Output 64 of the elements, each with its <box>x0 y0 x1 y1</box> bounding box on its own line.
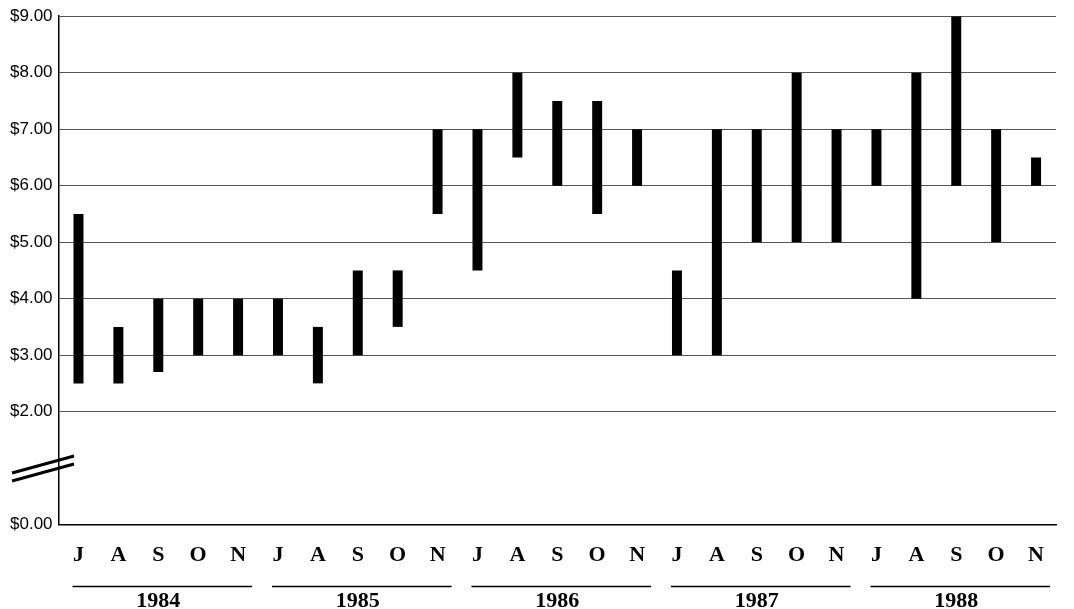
bar <box>791 72 802 243</box>
text: 1984 <box>136 587 181 609</box>
text: 1988 <box>934 587 979 609</box>
y-tick-label: $4.00 <box>9 288 53 308</box>
x-tick-label: O <box>189 541 207 567</box>
x-tick-label: J <box>72 541 84 567</box>
bar <box>991 129 1002 243</box>
x-tick-label: S <box>152 541 165 567</box>
bar <box>273 298 283 356</box>
bar <box>352 270 363 356</box>
text: 1986 <box>535 587 580 609</box>
x-tick-label: A <box>110 541 127 567</box>
x-tick-label: A <box>708 541 725 567</box>
y-tick-label: $3.00 <box>9 344 53 364</box>
bar <box>432 129 443 214</box>
text: 1985 <box>335 587 380 609</box>
y-tick-label: $5.00 <box>9 231 53 251</box>
x-tick-label: S <box>351 541 364 567</box>
y-tick-label: $0.00 <box>9 514 53 534</box>
text: 1987 <box>734 587 779 609</box>
x-tick-label: A <box>908 541 925 567</box>
x-tick-label: J <box>671 541 683 567</box>
bar <box>312 326 323 384</box>
x-tick-label: J <box>870 541 882 567</box>
bar <box>632 129 643 186</box>
x-tick-label: N <box>429 541 446 567</box>
x-tick-label: O <box>389 541 407 567</box>
x-tick-label: N <box>828 541 845 567</box>
y-tick-label: $9.00 <box>9 5 53 25</box>
x-tick-label: S <box>551 541 564 567</box>
bar <box>153 298 164 373</box>
x-tick-label: N <box>1028 541 1045 567</box>
bar <box>73 213 84 384</box>
bar <box>472 129 483 271</box>
x-tick-label: O <box>788 541 806 567</box>
x-tick-label: A <box>509 541 526 567</box>
x-tick-label: S <box>750 541 763 567</box>
bar <box>911 72 922 299</box>
y-tick-label: $2.00 <box>9 401 53 421</box>
x-tick-label: J <box>471 541 483 567</box>
bar <box>193 298 204 356</box>
x-tick-label: O <box>588 541 606 567</box>
bar <box>233 298 244 356</box>
x-tick-label: N <box>629 541 646 567</box>
y-tick-label: $6.00 <box>9 175 53 195</box>
x-tick-label: J <box>272 541 284 567</box>
bar <box>392 270 403 327</box>
bar <box>1031 157 1042 186</box>
bar <box>512 72 523 158</box>
x-tick-label: N <box>230 541 247 567</box>
bar <box>951 16 962 186</box>
x-tick-label: A <box>309 541 326 567</box>
y-tick-label: $7.00 <box>9 118 53 138</box>
bar <box>751 129 762 243</box>
bar <box>831 129 842 243</box>
x-tick-label: S <box>950 541 963 567</box>
y-tick-label: $8.00 <box>9 62 53 82</box>
bar <box>871 129 882 186</box>
bar <box>711 129 722 356</box>
bar <box>592 100 603 214</box>
x-tick-label: O <box>987 541 1005 567</box>
bar <box>552 100 563 186</box>
bar <box>113 326 124 384</box>
bar <box>671 270 682 356</box>
